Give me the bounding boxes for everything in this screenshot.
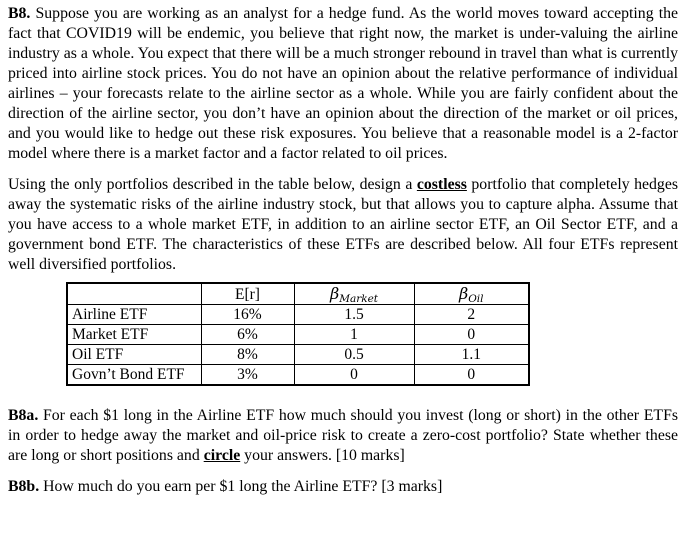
- question-b8a-text-after: your answers. [10 marks]: [240, 447, 405, 464]
- beta-market-value: 0: [293, 364, 415, 386]
- question-b8b-paragraph: B8b. How much do you earn per $1 long th…: [8, 477, 678, 497]
- expected-return-value: 8%: [200, 344, 295, 365]
- beta-oil-subscript: Oil: [468, 293, 484, 305]
- question-b8-label: B8.: [8, 5, 31, 22]
- question-b8-paragraph: B8. Suppose you are working as an analys…: [8, 4, 678, 164]
- question-b8a-label: B8a.: [8, 407, 39, 424]
- beta-market-value: 0.5: [293, 344, 415, 365]
- row-label: Airline ETF: [66, 304, 202, 325]
- costless-emphasis: costless: [416, 176, 467, 193]
- beta-market-value: 1: [293, 324, 415, 345]
- expected-return-value: 16%: [200, 304, 295, 325]
- expected-return-value: 6%: [200, 324, 295, 345]
- table-header-expected-return: E[r]: [200, 282, 295, 305]
- table-row-govt-bond-etf: Govn’t Bond ETF 3% 0 0: [66, 364, 530, 386]
- row-label: Govn’t Bond ETF: [66, 364, 202, 386]
- beta-oil-value: 0: [413, 364, 530, 386]
- beta-oil-value: 0: [413, 324, 530, 345]
- question-b8b-label: B8b.: [8, 478, 40, 495]
- row-label: Market ETF: [66, 324, 202, 345]
- question-b8-text: Suppose you are working as an analyst fo…: [8, 5, 678, 162]
- question-b8a-paragraph: B8a. For each $1 long in the Airline ETF…: [8, 406, 678, 466]
- beta-oil-symbol: β: [458, 284, 469, 303]
- table-header-beta-market: βMarket: [293, 282, 415, 305]
- question-b8a-text-before: For each $1 long in the Airline ETF how …: [8, 407, 678, 464]
- expected-return-value: 3%: [200, 364, 295, 386]
- table-header-row: E[r] βMarket βOil: [66, 282, 530, 305]
- instructions-text-before: Using the only portfolios described in t…: [8, 176, 417, 193]
- table-header-beta-oil: βOil: [413, 282, 530, 305]
- beta-oil-value: 2: [413, 304, 530, 325]
- beta-oil-value: 1.1: [413, 344, 530, 365]
- etf-characteristics-table: E[r] βMarket βOil Airline ETF 16% 1.5 2 …: [66, 282, 530, 386]
- table-row-market-etf: Market ETF 6% 1 0: [66, 324, 530, 345]
- beta-market-value: 1.5: [293, 304, 415, 325]
- beta-market-symbol: β: [329, 284, 340, 303]
- circle-emphasis: circle: [203, 447, 241, 464]
- table-corner-cell: [66, 282, 202, 305]
- beta-market-subscript: Market: [339, 293, 379, 305]
- question-b8b-text: How much do you earn per $1 long the Air…: [39, 478, 443, 495]
- table-row-oil-etf: Oil ETF 8% 0.5 1.1: [66, 344, 530, 365]
- table-row-airline-etf: Airline ETF 16% 1.5 2: [66, 304, 530, 325]
- row-label: Oil ETF: [66, 344, 202, 365]
- instructions-paragraph: Using the only portfolios described in t…: [8, 175, 678, 275]
- instructions-text-after: portfolio that completely hedges away th…: [8, 176, 678, 273]
